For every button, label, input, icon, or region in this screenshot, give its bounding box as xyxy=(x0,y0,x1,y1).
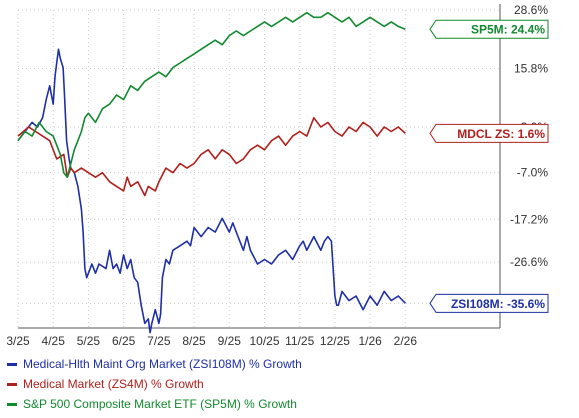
callout-label-zsi: ZSI108M: -35.6% xyxy=(451,297,545,311)
x-tick-label: 2/26 xyxy=(394,334,418,348)
callout-zsi: ZSI108M: -35.6% xyxy=(429,293,549,313)
callout-box-sp5m xyxy=(429,19,549,39)
x-tick-label: 6/25 xyxy=(112,334,136,348)
callout-label-sp5m: SP5M: 24.4% xyxy=(471,23,545,37)
x-tick-label: 8/25 xyxy=(182,334,206,348)
legend-swatch-zsi xyxy=(7,362,17,366)
x-tick-label: 9/25 xyxy=(218,334,242,348)
legend-label-zs4m: Medical Market (ZS4M) % Growth xyxy=(23,377,204,391)
series-line-sp5m xyxy=(17,11,406,178)
y-tick-label: 28.6% xyxy=(514,3,548,17)
y-tick-label: 15.8% xyxy=(514,61,548,75)
x-tick-label: 7/25 xyxy=(147,334,171,348)
callout-box-zsi xyxy=(429,293,549,313)
x-tick-label: 10/25 xyxy=(249,334,279,348)
callout-label-zs4m: MDCL ZS: 1.6% xyxy=(457,127,545,141)
legend-item-zsi: Medical-Hlth Maint Org Market (ZSI108M) … xyxy=(3,354,302,374)
x-tick-label: 12/25 xyxy=(320,334,350,348)
line-chart: 28.6%15.8%3.0%-7.0%-17.2%-26.6%-35.6%3/2… xyxy=(6,3,549,348)
x-tick-label: 1/26 xyxy=(358,334,382,348)
x-tick-label: 5/25 xyxy=(77,334,101,348)
x-tick-label: 4/25 xyxy=(42,334,66,348)
legend-label-zsi: Medical-Hlth Maint Org Market (ZSI108M) … xyxy=(23,357,302,371)
y-tick-label: -17.2% xyxy=(510,212,548,226)
legend-swatch-zs4m xyxy=(7,382,17,386)
callout-zs4m: MDCL ZS: 1.6% xyxy=(429,123,549,143)
y-tick-label: -26.6% xyxy=(510,255,548,269)
legend-item-zs4m: Medical Market (ZS4M) % Growth xyxy=(3,374,204,394)
series-line-zs4m xyxy=(17,117,406,197)
series-line-zsi xyxy=(17,48,406,334)
x-tick-label: 3/25 xyxy=(6,334,30,348)
legend-item-sp5m: S&P 500 Composite Market ETF (SP5M) % Gr… xyxy=(3,394,297,414)
legend-swatch-sp5m xyxy=(7,402,17,406)
callout-box-zs4m xyxy=(429,123,549,143)
legend-label-sp5m: S&P 500 Composite Market ETF (SP5M) % Gr… xyxy=(23,397,297,411)
callout-sp5m: SP5M: 24.4% xyxy=(429,19,549,39)
y-tick-label: -7.0% xyxy=(517,166,549,180)
x-tick-label: 11/25 xyxy=(285,334,314,348)
